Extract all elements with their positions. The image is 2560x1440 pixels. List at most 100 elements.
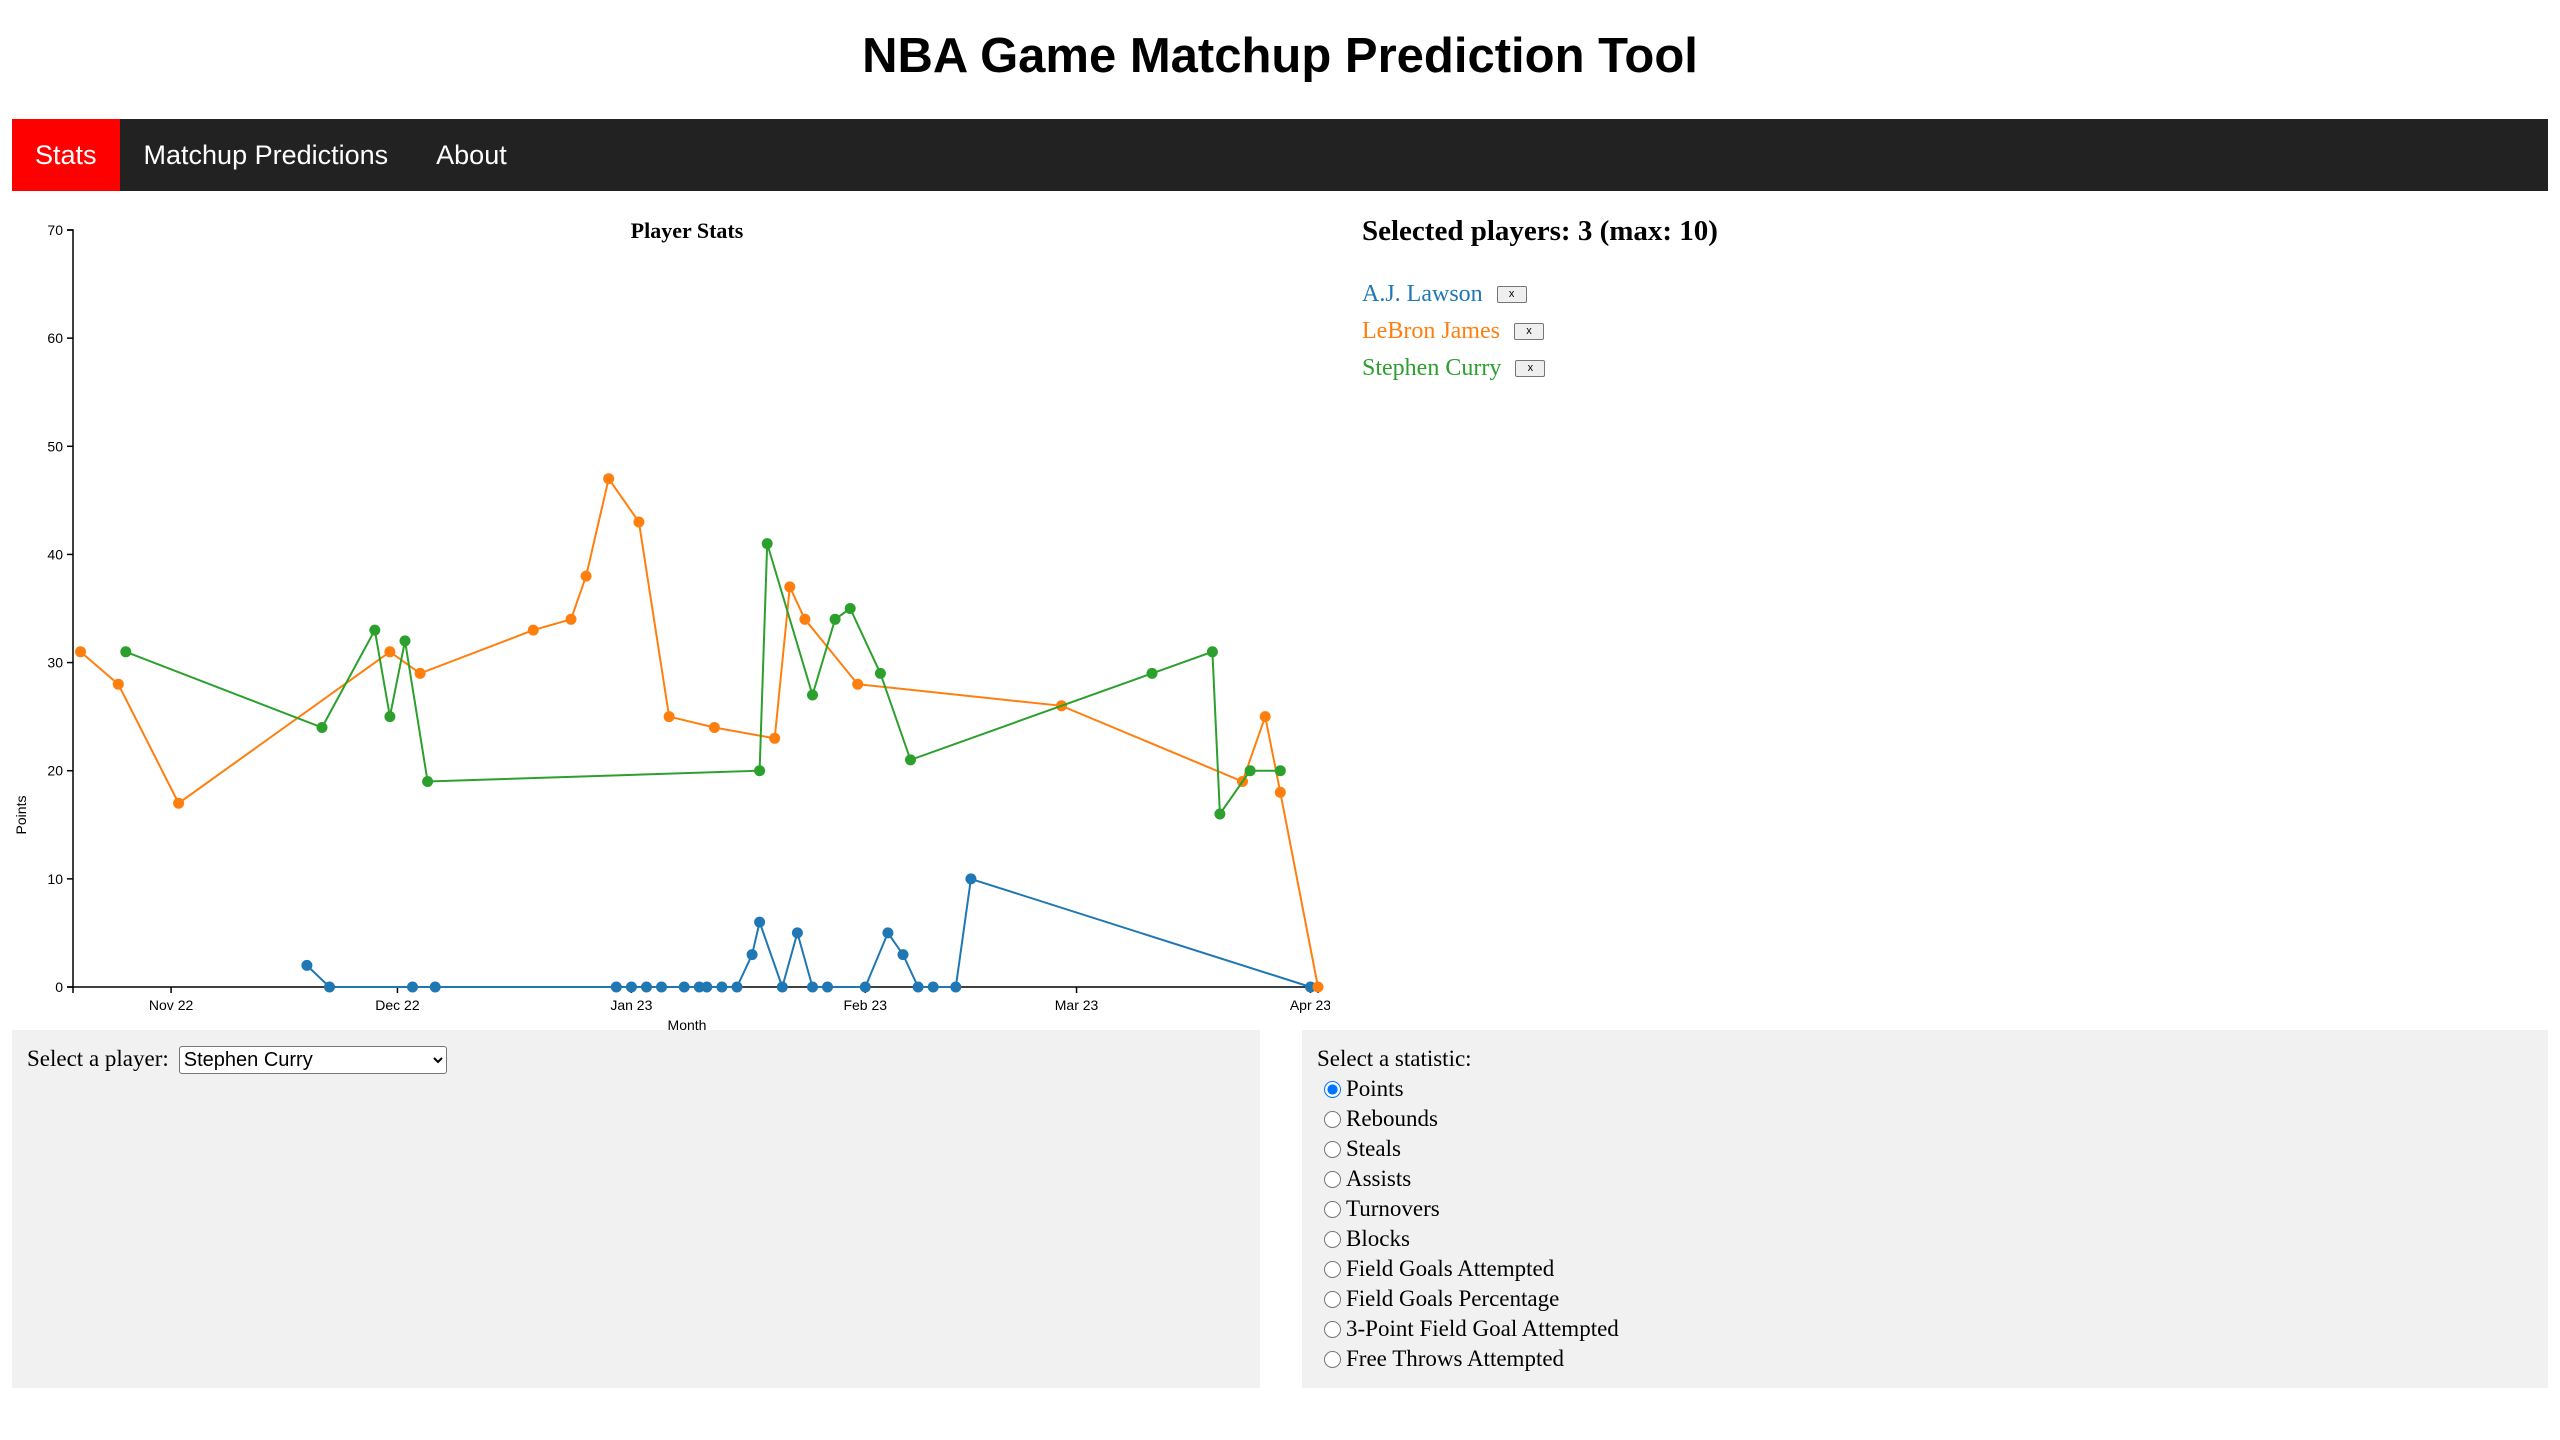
data-point[interactable] [663,711,675,723]
data-point[interactable] [1274,765,1286,777]
statistic-radio[interactable] [1324,1230,1341,1248]
data-point[interactable] [754,916,766,928]
data-point[interactable] [799,613,811,625]
data-point[interactable] [369,624,381,636]
nav-item-stats[interactable]: Stats [12,119,120,191]
nav-item-matchup-predictions[interactable]: Matchup Predictions [143,139,389,170]
data-point[interactable] [656,981,667,993]
data-point[interactable] [829,613,841,625]
data-point[interactable] [678,981,690,993]
statistic-option[interactable]: Free Throws Attempted [1317,1344,2533,1374]
remove-player-button[interactable]: x [1496,286,1527,303]
data-point[interactable] [927,981,939,993]
data-point[interactable] [75,646,86,658]
statistic-option[interactable]: Blocks [1317,1224,2533,1254]
data-point[interactable] [791,927,803,939]
data-point[interactable] [852,678,864,690]
selected-player-row: Stephen Curry x [1362,350,1718,387]
data-point[interactable] [633,516,645,528]
data-point[interactable] [641,981,652,993]
data-point[interactable] [965,873,977,885]
statistic-option[interactable]: Turnovers [1317,1194,2533,1224]
series-line [306,877,1311,991]
statistic-radio[interactable] [1324,1290,1341,1308]
data-point[interactable] [769,732,781,744]
data-point[interactable] [746,949,758,961]
statistic-option-label: Field Goals Attempted [1346,1256,1555,1281]
data-point[interactable] [905,754,916,766]
data-point[interactable] [407,981,418,993]
data-point[interactable] [882,927,894,939]
data-point[interactable] [1214,808,1226,820]
remove-player-button[interactable]: x [1513,323,1544,340]
data-point[interactable] [120,646,132,658]
statistic-option[interactable]: Points [1317,1074,2533,1104]
player-select-panel: Select a player: Stephen Curry [12,1030,1260,1388]
statistic-option-label: 3-Point Field Goal Attempted [1346,1316,1619,1341]
data-point[interactable] [316,722,328,733]
data-point[interactable] [580,570,592,582]
data-point[interactable] [399,635,411,647]
statistic-radio[interactable] [1324,1350,1341,1368]
data-point[interactable] [784,581,796,593]
data-point[interactable] [384,646,396,658]
data-point[interactable] [874,667,886,679]
data-point[interactable] [822,981,833,993]
data-point[interactable] [716,981,728,993]
y-axis-line [67,229,74,988]
data-point[interactable] [565,613,577,625]
statistic-option[interactable]: Rebounds [1317,1104,2533,1134]
data-point[interactable] [859,981,871,993]
data-point[interactable] [897,949,909,961]
statistic-option[interactable]: Steals [1317,1134,2533,1164]
data-point[interactable] [1244,765,1256,777]
data-point[interactable] [173,797,185,809]
data-point[interactable] [807,689,818,701]
data-point[interactable] [1146,667,1158,679]
statistic-radio[interactable] [1324,1170,1341,1188]
data-point[interactable] [701,981,713,993]
statistic-radio[interactable] [1324,1200,1341,1218]
statistic-option-label: Field Goals Percentage [1346,1286,1560,1311]
statistic-option[interactable]: Assists [1317,1164,2533,1194]
data-point[interactable] [912,981,924,993]
statistic-option[interactable]: Field Goals Attempted [1317,1254,2533,1284]
data-point[interactable] [776,981,788,993]
data-point[interactable] [324,981,335,993]
data-point[interactable] [754,765,766,777]
data-point[interactable] [761,538,773,550]
statistic-radio[interactable] [1324,1320,1341,1338]
data-point[interactable] [1312,981,1324,993]
data-point[interactable] [603,473,615,485]
data-point[interactable] [731,981,743,993]
data-point[interactable] [1206,646,1218,658]
data-point[interactable] [950,981,962,993]
data-point[interactable] [422,776,434,787]
statistic-radio[interactable] [1324,1110,1341,1128]
page-title: NBA Game Matchup Prediction Tool [862,29,1698,83]
data-point[interactable] [807,981,818,993]
data-point[interactable] [527,624,539,636]
remove-player-button[interactable]: x [1515,360,1546,377]
player-select[interactable]: Stephen Curry [178,1046,447,1074]
nav-item-about[interactable]: About [436,139,507,170]
data-point[interactable] [414,667,426,679]
data-point[interactable] [1274,786,1286,798]
x-tick-label: Dec 22 [375,997,420,1013]
data-point[interactable] [301,959,313,971]
data-point[interactable] [844,603,856,614]
data-point[interactable] [1259,711,1271,723]
data-point[interactable] [625,981,637,993]
statistic-radio[interactable] [1324,1140,1341,1158]
data-point[interactable] [610,981,622,993]
y-tick-label: 0 [55,979,63,995]
data-point[interactable] [708,722,720,733]
statistic-option[interactable]: Field Goals Percentage [1317,1284,2533,1314]
data-point[interactable] [429,981,441,993]
statistic-radio[interactable] [1324,1080,1341,1098]
data-point[interactable] [112,678,124,690]
statistic-select-panel: Select a statistic: Points Rebounds Stea… [1302,1030,2548,1388]
statistic-radio[interactable] [1324,1260,1341,1278]
statistic-option[interactable]: 3-Point Field Goal Attempted [1317,1314,2533,1344]
data-point[interactable] [384,711,396,723]
